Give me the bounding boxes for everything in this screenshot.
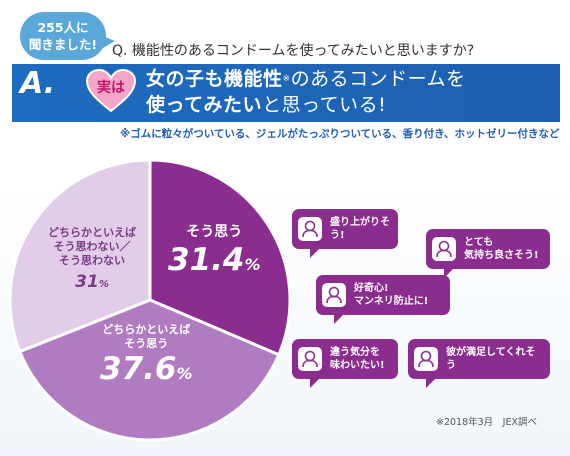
- answer-headline: 女の子も機能性※のあるコンドームを 使ってみたいと思っている!: [146, 66, 466, 118]
- slice-yes-value: 31.4%: [168, 242, 261, 278]
- answer-line1-bold: 女の子も機能性: [146, 68, 283, 90]
- slice-somewhat-yes-number: 37.6: [100, 351, 177, 387]
- comment-text-1: 盛り上がりそう!: [330, 217, 390, 241]
- heart-shape: [85, 68, 137, 113]
- answer-line1-mark: ※: [282, 74, 291, 84]
- comment-bubble-4: 違う気分を 味わいたい!: [292, 339, 398, 388]
- answer-letter: A.: [20, 66, 56, 101]
- pie-chart: [8, 158, 292, 442]
- slice-yes-number: 31.4: [168, 242, 245, 278]
- woman-icon: [298, 217, 322, 241]
- slice-no-value: 31%: [48, 272, 136, 292]
- slice-no-unit: %: [98, 279, 109, 290]
- slice-no-label-group: どちらかといえば そう思わない／ そう思わない 31%: [48, 226, 136, 292]
- comment-bubble-3: 好奇心! マンネリ防止に!: [316, 275, 450, 324]
- answer-line2-rest: と思っている!: [262, 94, 387, 116]
- slice-no-label: どちらかといえば そう思わない／ そう思わない: [48, 226, 136, 267]
- woman-icon: [322, 283, 346, 307]
- slice-yes-label: そう思う: [186, 224, 243, 240]
- pie-slice-yes: [148, 158, 292, 357]
- comment-text-2: とても 気持ち良さそう!: [464, 237, 539, 261]
- slice-somewhat-yes-label-group: どちらかといえば そう思う 37.6%: [100, 323, 193, 387]
- comment-bubble-1: 盛り上がりそう!: [292, 209, 398, 258]
- source-note: ※2018年3月 JEX調べ: [436, 417, 537, 428]
- footnote: ※ゴムに粒々がついている、ジェルがたっぷりついている、香り付き、ホットゼリー付き…: [120, 128, 560, 140]
- question-text: Q. 機能性のあるコンドームを使ってみたいと思いますか?: [112, 43, 475, 59]
- slice-somewhat-yes-unit: %: [176, 364, 193, 383]
- slice-yes-label-group: そう思う 31.4%: [168, 222, 261, 278]
- pie-slice-no: [8, 158, 152, 354]
- heart-label: 実は: [97, 80, 125, 96]
- survey-badge-line1: 255人に: [37, 20, 89, 35]
- answer-line2-bold: 使ってみたい: [146, 94, 263, 116]
- slice-yes-unit: %: [244, 255, 261, 274]
- survey-count-badge: 255人に 聞きました!: [20, 12, 115, 60]
- heart-icon: 実は: [85, 68, 137, 113]
- answer-line1-rest: のあるコンドームを: [290, 68, 466, 90]
- comment-text-5: 彼が満足してくれそう: [446, 347, 536, 371]
- comment-bubble-5: 彼が満足してくれそう: [408, 339, 550, 388]
- comment-bubble-2: とても 気持ち良さそう!: [426, 229, 550, 278]
- slice-somewhat-yes-value: 37.6%: [100, 351, 193, 387]
- slice-no-number: 31: [75, 272, 99, 292]
- answer-line1: 女の子も機能性※のあるコンドームを: [146, 66, 466, 92]
- woman-icon: [414, 347, 438, 371]
- woman-icon: [298, 347, 322, 371]
- comment-text-3: 好奇心! マンネリ防止に!: [354, 283, 429, 307]
- comment-text-4: 違う気分を 味わいたい!: [330, 347, 385, 371]
- pie-slice-somewhat-yes: [17, 298, 281, 442]
- answer-line2: 使ってみたいと思っている!: [146, 92, 466, 118]
- woman-icon: [432, 237, 456, 261]
- survey-badge-line2: 聞きました!: [28, 37, 98, 52]
- slice-somewhat-yes-label: どちらかといえば そう思う: [102, 323, 191, 350]
